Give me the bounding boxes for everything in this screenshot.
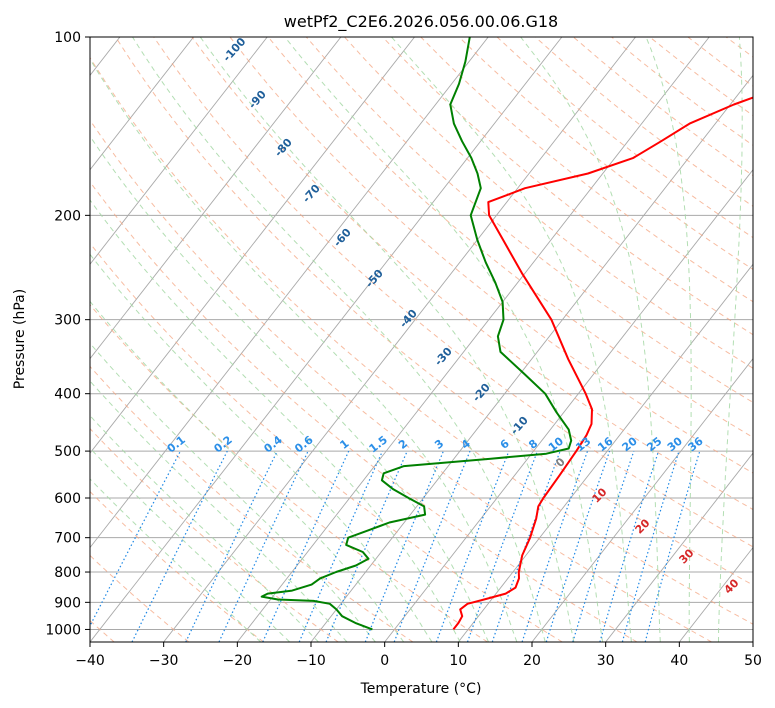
mixing-ratio-line [131, 450, 228, 642]
isotherm [90, 37, 415, 454]
moist-adiabat [391, 37, 632, 642]
isotherm [90, 37, 489, 549]
dry-adiabat [420, 37, 753, 303]
mixing-ratio-line [599, 450, 660, 642]
isotherm [531, 357, 753, 642]
dry-adiabat [229, 37, 753, 474]
mixing-ratio-line [621, 450, 680, 642]
moist-adiabat [90, 342, 376, 642]
y-tick-label: 200 [54, 208, 81, 224]
isotherm [310, 74, 753, 642]
moist-adiabat [90, 253, 433, 642]
x-axis-title: Temperature (°C) [360, 681, 482, 697]
mixing-ratio-line [521, 450, 589, 642]
dewpoint-profile [260, 37, 573, 631]
moist-adiabat [199, 37, 575, 642]
moist-adiabat [90, 199, 461, 642]
moist-adiabat [520, 37, 661, 642]
moist-adiabat [90, 447, 291, 642]
isotherm [90, 37, 194, 171]
isotherm [163, 37, 636, 642]
isotherm [384, 169, 753, 642]
moist-adiabat [645, 37, 692, 642]
y-tick-label: 100 [54, 30, 81, 46]
x-tick-label: 50 [744, 653, 762, 669]
axis-ticks: −40 −30 −20 −10 0 10 20 30 40 50 100 200 300 400 500 60… [45, 30, 762, 669]
dry-adiabat [191, 37, 753, 511]
isotherm [90, 37, 268, 265]
moist-adiabat [90, 58, 518, 642]
moist-adiabat [90, 414, 319, 642]
dry-adiabat [90, 303, 488, 642]
x-tick-label: 40 [670, 653, 688, 669]
dry-adiabat [90, 56, 753, 625]
dry-adiabat [90, 119, 712, 642]
dry-adiabat [90, 365, 414, 642]
mixing-ratio-line [435, 450, 510, 642]
dry-adiabat [90, 427, 339, 642]
isotherm [605, 452, 753, 642]
dry-adiabat [305, 37, 753, 403]
x-tick-label: −20 [223, 653, 253, 669]
mixing-ratio-line [298, 450, 384, 642]
isotherm [236, 37, 710, 642]
temperature-profile [452, 96, 753, 631]
dry-adiabat [344, 37, 753, 369]
moist-adiabat [718, 37, 743, 642]
x-tick-label: 30 [597, 653, 615, 669]
y-tick-label: 600 [54, 491, 81, 507]
plot-area [90, 37, 753, 642]
x-tick-label: 0 [380, 653, 389, 669]
y-tick-label: 400 [54, 387, 81, 403]
mixing-ratio-line [572, 450, 635, 642]
y-tick-label: 1000 [45, 622, 81, 638]
mixing-ratio-line [262, 450, 350, 642]
plot-frame [89, 36, 754, 643]
x-tick-label: 20 [523, 653, 541, 669]
mixing-ratio-line [491, 450, 561, 642]
mixing-ratio-line [644, 450, 701, 642]
y-tick-label: 300 [54, 313, 81, 329]
x-tick-label: −30 [149, 653, 179, 669]
chart-title: wetPf2_C2E6.2026.056.00.06.G18 [284, 12, 558, 32]
dry-adiabat [90, 554, 190, 642]
mixing-ratio-line [364, 450, 444, 642]
isotherm [457, 263, 753, 642]
dry-adiabat [90, 181, 638, 642]
y-tick-label: 800 [54, 565, 81, 581]
x-tick-label: 10 [449, 653, 467, 669]
plot-background [90, 37, 753, 642]
y-tick-label: 700 [54, 531, 81, 547]
moist-adiabat [90, 300, 405, 642]
mixing-ratio-line [393, 450, 471, 642]
dry-adiabat [115, 37, 753, 586]
moist-adiabat [132, 37, 546, 642]
isotherm [90, 37, 342, 360]
y-axis-title: Pressure (hPa) [12, 289, 28, 389]
x-tick-label: −40 [75, 653, 105, 669]
mixing-ratio-line [466, 450, 538, 642]
isotherm [90, 37, 563, 642]
dry-adiabat [90, 242, 563, 642]
moist-adiabat [284, 37, 604, 642]
y-tick-label: 900 [54, 595, 81, 611]
x-tick-label: −10 [296, 653, 326, 669]
mixing-ratio-line [545, 450, 611, 642]
y-tick-label: 500 [54, 444, 81, 460]
moist-adiabat [90, 135, 489, 642]
